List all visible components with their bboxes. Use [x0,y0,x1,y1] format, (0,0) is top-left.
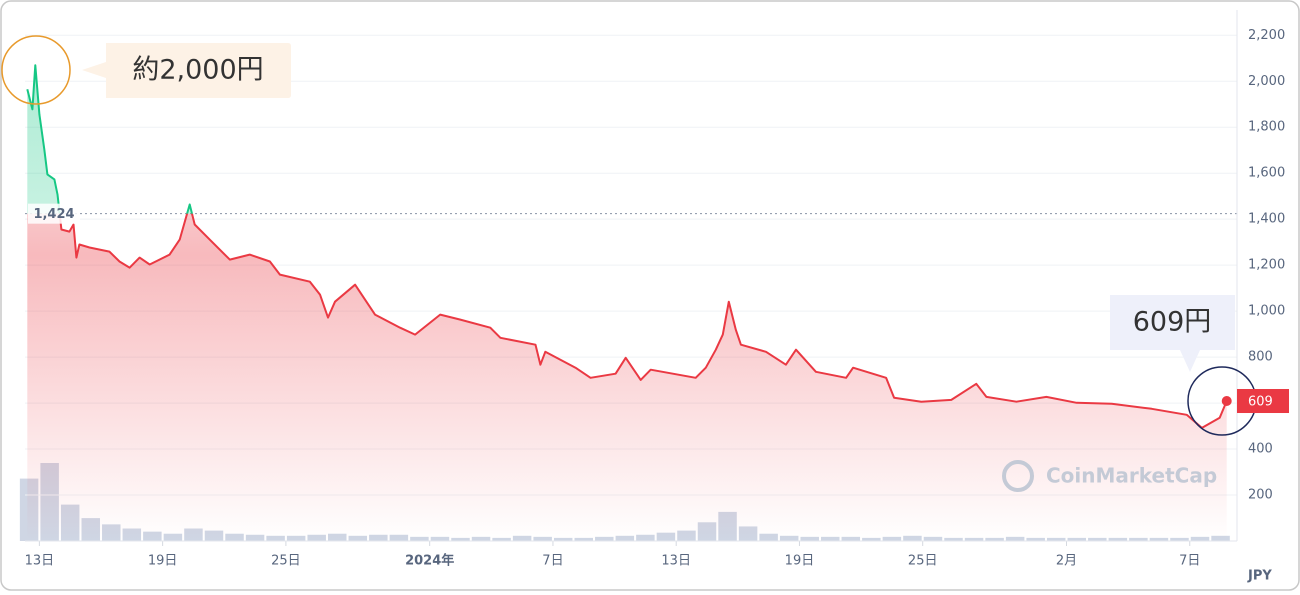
last-point [1221,396,1232,407]
x-tick-label: 7日 [542,554,563,569]
x-tick-label: 25日 [271,554,301,569]
watermark-text: CoinMarketCap [1046,464,1217,488]
x-tick-label: 25日 [908,554,938,569]
reference-label: 1,424 [33,207,74,222]
x-tick-label: 19日 [785,554,815,569]
x-tick-label: 19日 [148,554,178,569]
current-price-tag [1237,389,1289,414]
callout [82,43,291,98]
y-tick-label: 400 [1248,442,1273,457]
x-tick-label: 7日 [1179,554,1200,569]
y-tick-label: 800 [1248,350,1273,365]
watermark-logo [1002,460,1034,492]
y-tick-label: 2,000 [1248,74,1285,89]
x-tick-label: 2月 [1056,554,1077,569]
y-tick-label: 1,000 [1248,304,1285,319]
x-tick-label: 2024年 [405,553,454,569]
x-tick-label: 13日 [661,554,691,569]
callout [1110,295,1235,372]
area-below [27,213,1227,541]
watermark: CoinMarketCap [1002,460,1217,492]
currency: JPY [1247,569,1272,584]
y-tick-label: 1,600 [1248,166,1285,181]
area-above [27,65,192,214]
callout-text: 約2,000円 [132,55,263,86]
highlight-circle [1,35,71,105]
y-tick-label: 200 [1248,488,1273,503]
current-price-label: 609 [1248,395,1273,410]
y-tick-label: 1,200 [1248,258,1285,273]
y-tick-label: 1,800 [1248,120,1285,135]
callout-text: 609円 [1133,307,1212,338]
y-tick-label: 2,200 [1248,28,1285,43]
x-tick-label: 13日 [25,554,55,569]
reference-label-bg [28,203,80,224]
y-tick-label: 1,400 [1248,212,1285,227]
price-line [58,213,1228,429]
